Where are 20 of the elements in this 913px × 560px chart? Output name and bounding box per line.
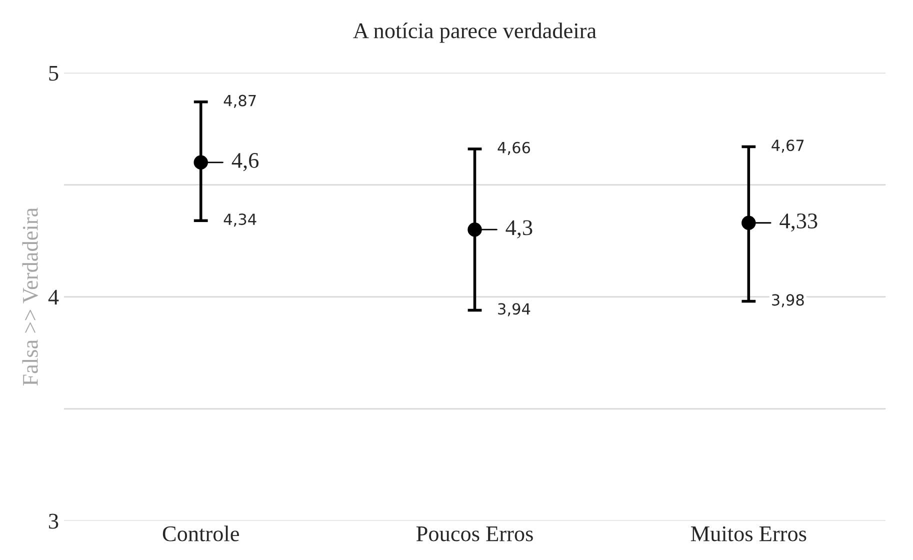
annotation: 4,34 xyxy=(224,214,256,227)
annotation: 3,98 xyxy=(772,294,804,308)
annotation: 3,94 xyxy=(498,303,530,316)
x-tick-label: Muitos Erros xyxy=(690,526,806,542)
point xyxy=(194,155,208,170)
point xyxy=(468,222,482,237)
data-label: 4,3 xyxy=(506,220,532,238)
y-tick-label: 3 xyxy=(49,514,58,529)
x-tick-label: Controle xyxy=(162,526,239,542)
data-label: 4,33 xyxy=(780,214,818,232)
point xyxy=(742,216,756,230)
y-axis-title: Falsa >> Verdadeira xyxy=(22,208,38,386)
annotation: 4,87 xyxy=(224,94,256,108)
y-tick-label: 4 xyxy=(48,290,59,305)
chart-title: A notícia parece verdadeira xyxy=(353,22,596,43)
x-tick-label: Poucos Erros xyxy=(416,526,533,542)
y-tick-label: 5 xyxy=(49,66,58,81)
data-label: 4,6 xyxy=(232,153,259,172)
annotation: 4,66 xyxy=(498,142,530,155)
annotation: 4,67 xyxy=(772,140,804,153)
